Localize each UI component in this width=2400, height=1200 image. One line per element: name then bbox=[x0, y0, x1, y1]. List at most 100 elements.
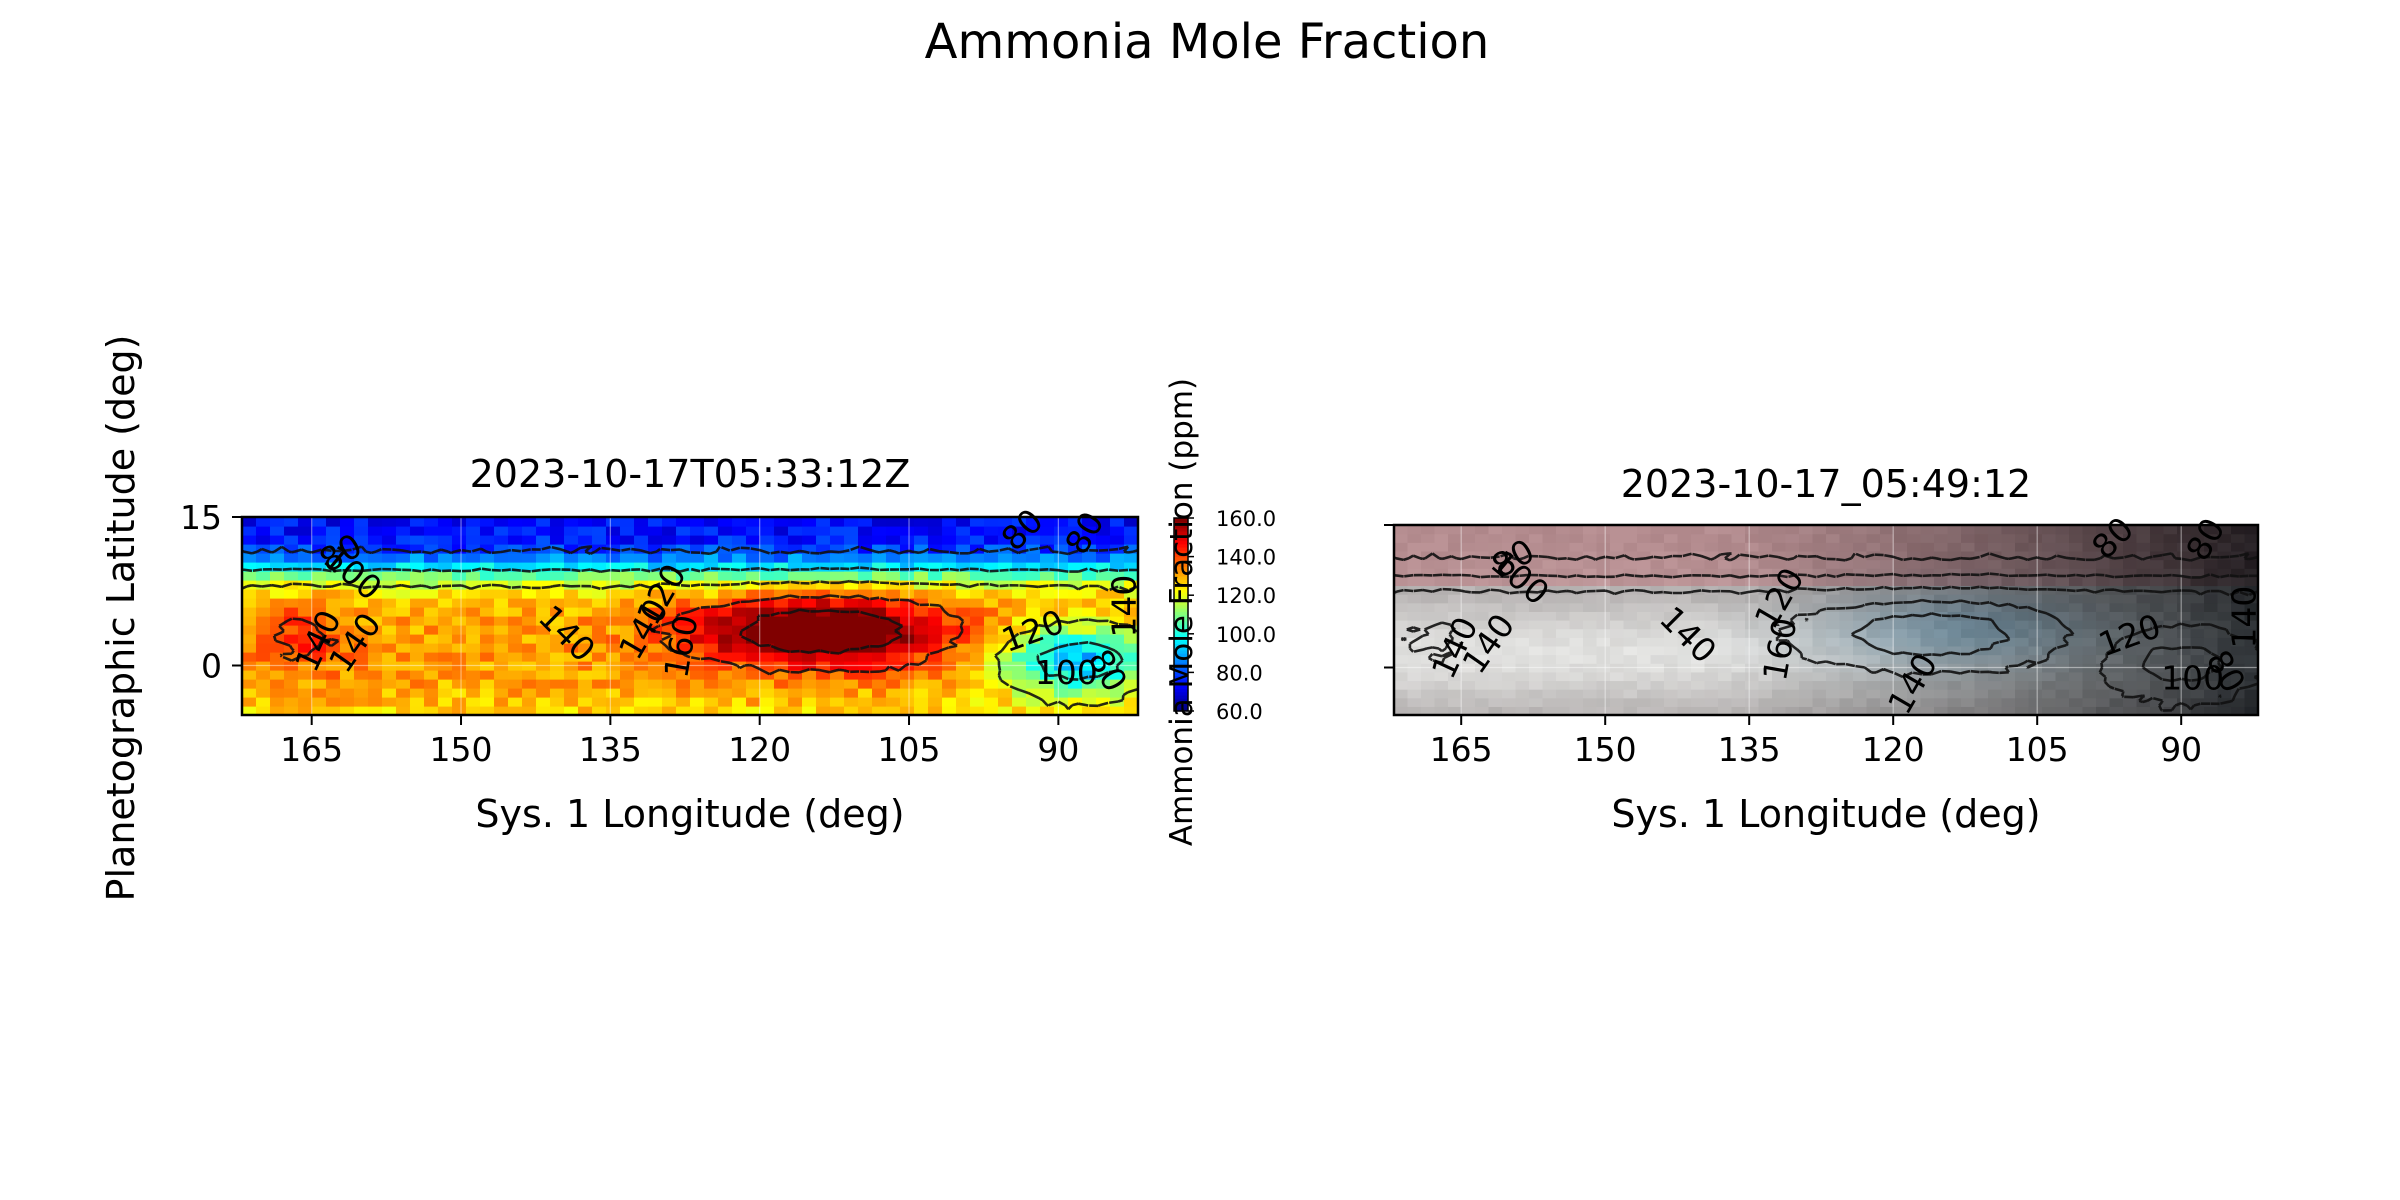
right-image-cell bbox=[1961, 550, 1976, 561]
right-image-cell bbox=[1745, 663, 1760, 673]
left-heatmap-cell bbox=[564, 643, 579, 653]
left-heatmap-cell bbox=[970, 562, 985, 572]
left-heatmap-cell bbox=[760, 697, 775, 707]
left-heatmap-cell bbox=[592, 688, 607, 698]
left-heatmap-cell bbox=[438, 670, 453, 680]
right-image-cell bbox=[1623, 559, 1638, 569]
y-tick-label: 15 bbox=[180, 498, 222, 537]
left-heatmap-cell bbox=[1124, 634, 1139, 644]
right-image-cell bbox=[1596, 550, 1611, 561]
right-image-cell bbox=[1718, 689, 1733, 699]
right-image-cell bbox=[1556, 568, 1571, 578]
left-heatmap-cell bbox=[424, 562, 439, 572]
left-heatmap-cell bbox=[1082, 562, 1097, 572]
left-heatmap-cell bbox=[648, 517, 663, 527]
left-heatmap-cell bbox=[676, 679, 691, 689]
right-image-cell bbox=[2163, 671, 2178, 682]
left-heatmap-cell bbox=[298, 670, 313, 680]
left-heatmap-cell bbox=[886, 670, 901, 680]
left-heatmap-cell bbox=[606, 688, 621, 698]
right-image-cell bbox=[1920, 594, 1935, 604]
right-image-cell bbox=[1407, 628, 1422, 638]
right-image-cell bbox=[1421, 620, 1436, 630]
left-heatmap-cell bbox=[998, 562, 1013, 572]
left-heatmap-cell bbox=[424, 697, 439, 707]
left-heatmap-cell bbox=[368, 616, 383, 626]
left-heatmap-cell bbox=[914, 670, 929, 680]
right-image-cell bbox=[1434, 559, 1449, 569]
left-y-ticks: 150 bbox=[180, 498, 242, 686]
contour-160 bbox=[739, 608, 904, 655]
right-image-cell bbox=[2082, 663, 2097, 673]
right-image-cell bbox=[2069, 697, 2084, 707]
left-heatmap-cell bbox=[424, 670, 439, 680]
right-image-cell bbox=[2150, 611, 2165, 621]
left-heatmap-cell bbox=[354, 706, 369, 716]
left-heatmap-cell bbox=[648, 670, 663, 680]
right-image-cell bbox=[2015, 663, 2030, 673]
left-heatmap-cell bbox=[746, 643, 761, 653]
left-heatmap-cell bbox=[816, 688, 831, 698]
left-heatmap-cell bbox=[1054, 661, 1069, 671]
left-heatmap-cell bbox=[1012, 643, 1027, 653]
left-heatmap-cell bbox=[634, 589, 649, 599]
right-image-cell bbox=[1556, 663, 1571, 673]
left-heatmap-cell bbox=[326, 562, 341, 572]
left-heatmap-cell bbox=[1012, 661, 1027, 671]
right-image-cell bbox=[1947, 689, 1962, 699]
left-heatmap-cell bbox=[410, 589, 425, 599]
left-heatmap-cell bbox=[970, 553, 985, 563]
left-heatmap-cell bbox=[746, 634, 761, 644]
right-image-cell bbox=[1691, 576, 1706, 587]
right-image-cell bbox=[2015, 620, 2030, 630]
right-image-cell bbox=[2136, 568, 2151, 578]
right-image-cell bbox=[1637, 525, 1652, 535]
left-heatmap-cell bbox=[1082, 553, 1097, 563]
right-image-cell bbox=[1745, 628, 1760, 638]
left-heatmap-cell bbox=[676, 553, 691, 563]
right-image-cell bbox=[2123, 689, 2138, 699]
left-heatmap-cell bbox=[718, 625, 733, 635]
right-image-cell bbox=[1488, 568, 1503, 578]
right-image-cell bbox=[1988, 611, 2003, 621]
right-image-cell bbox=[1718, 576, 1733, 587]
right-image-cell bbox=[1407, 568, 1422, 578]
left-heatmap-cell bbox=[928, 607, 943, 617]
colorbar-band bbox=[1174, 669, 1188, 673]
left-heatmap-cell bbox=[564, 517, 579, 527]
left-heatmap-cell bbox=[522, 652, 537, 662]
left-heatmap-cell bbox=[732, 562, 747, 572]
right-image-cell bbox=[2042, 611, 2057, 621]
right-image-cell bbox=[1461, 525, 1476, 535]
left-heatmap-cell bbox=[872, 688, 887, 698]
left-heatmap-cell bbox=[1012, 562, 1027, 572]
right-image-cell bbox=[2082, 654, 2097, 664]
left-heatmap-cell bbox=[844, 652, 859, 662]
right-image-cell bbox=[2163, 620, 2178, 630]
right-image-cell bbox=[1394, 689, 1409, 699]
colorbar-band bbox=[1174, 546, 1188, 551]
right-image-cell bbox=[1664, 706, 1679, 716]
right-image-cell bbox=[1785, 645, 1800, 656]
left-heatmap-cell bbox=[480, 625, 495, 635]
left-heatmap-cell bbox=[732, 688, 747, 698]
right-image-cell bbox=[2109, 680, 2124, 690]
right-image-cell bbox=[2150, 533, 2165, 543]
left-heatmap-cell bbox=[438, 616, 453, 626]
right-image-cell bbox=[2177, 550, 2192, 561]
right-image-cell bbox=[1826, 663, 1841, 673]
right-image-cell bbox=[1745, 568, 1760, 578]
left-heatmap-cell bbox=[550, 706, 565, 716]
right-image-cell bbox=[1853, 594, 1868, 604]
right-image-cell bbox=[1650, 550, 1665, 561]
left-heatmap-cell bbox=[1110, 553, 1125, 563]
left-heatmap-cell bbox=[900, 625, 915, 635]
left-heatmap-cell bbox=[1054, 598, 1069, 608]
left-heatmap-cell bbox=[634, 670, 649, 680]
left-heatmap-cell bbox=[550, 571, 565, 581]
left-heatmap-cell bbox=[606, 670, 621, 680]
right-image-cell bbox=[2244, 611, 2259, 621]
right-image-cell bbox=[1745, 525, 1760, 535]
right-image-cell bbox=[1448, 550, 1463, 561]
left-heatmap-cell bbox=[522, 571, 537, 581]
